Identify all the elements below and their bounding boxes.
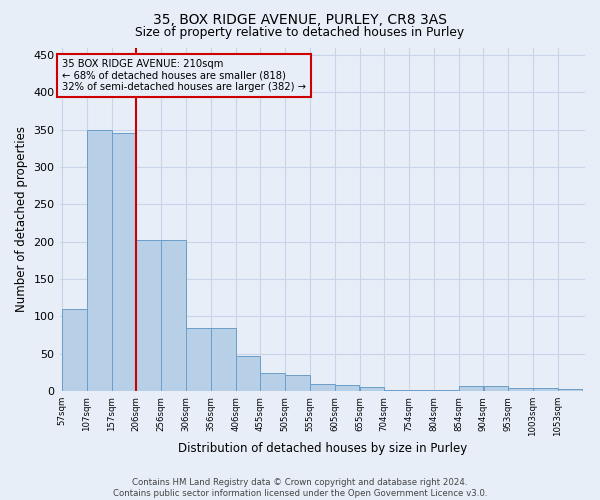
Bar [161,240,186,391]
Bar [533,388,557,391]
Text: Contains HM Land Registry data © Crown copyright and database right 2024.
Contai: Contains HM Land Registry data © Crown c… [113,478,487,498]
Bar [434,390,458,391]
Bar [484,386,508,391]
Bar [508,388,533,391]
Text: Size of property relative to detached houses in Purley: Size of property relative to detached ho… [136,26,464,39]
Bar [459,386,484,391]
Bar [62,309,87,391]
Bar [112,134,136,391]
Bar [211,328,236,391]
Bar [558,389,583,391]
Bar [260,374,285,391]
Bar [335,385,359,391]
Bar [384,390,409,391]
Text: 35, BOX RIDGE AVENUE, PURLEY, CR8 3AS: 35, BOX RIDGE AVENUE, PURLEY, CR8 3AS [153,12,447,26]
Y-axis label: Number of detached properties: Number of detached properties [15,126,28,312]
Text: 35 BOX RIDGE AVENUE: 210sqm
← 68% of detached houses are smaller (818)
32% of se: 35 BOX RIDGE AVENUE: 210sqm ← 68% of det… [62,58,306,92]
Bar [236,356,260,391]
X-axis label: Distribution of detached houses by size in Purley: Distribution of detached houses by size … [178,442,467,455]
Bar [310,384,335,391]
Bar [409,390,434,391]
Bar [87,130,112,391]
Bar [186,328,211,391]
Bar [360,386,384,391]
Bar [136,240,161,391]
Bar [285,375,310,391]
